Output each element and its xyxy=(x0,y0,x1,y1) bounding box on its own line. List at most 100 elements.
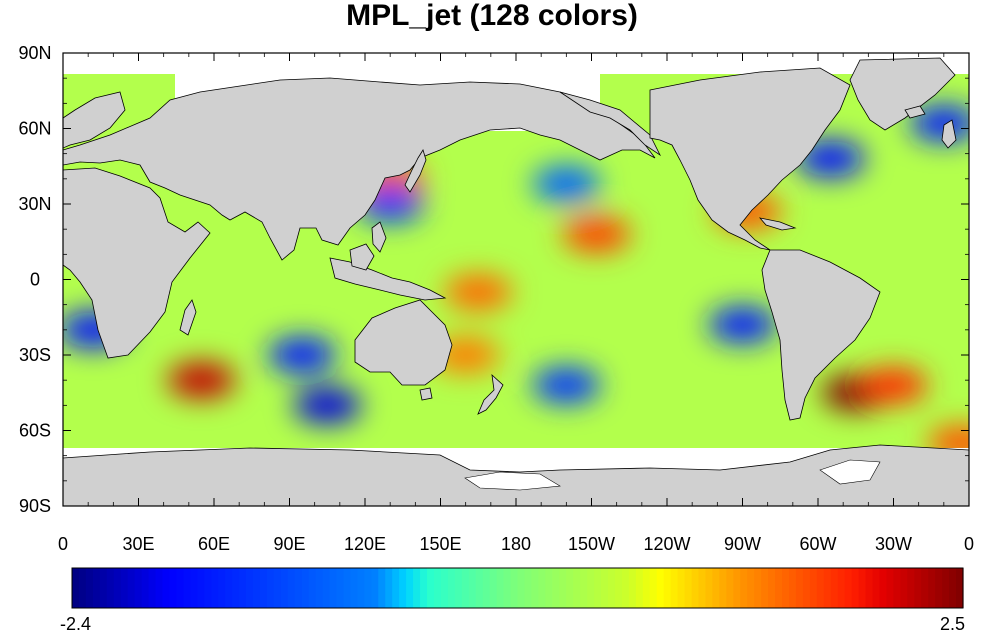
anomaly-blob-17 xyxy=(532,165,601,202)
y-tick-label: 60S xyxy=(19,421,51,441)
colorbar-level xyxy=(197,568,205,608)
colorbar-level xyxy=(580,568,588,608)
colorbar-level xyxy=(684,568,693,608)
x-tick-label: 0 xyxy=(58,534,68,554)
land-africa xyxy=(63,167,211,359)
colorbar-level xyxy=(865,568,874,608)
colorbar-level xyxy=(545,568,553,608)
colorbar-level xyxy=(809,568,818,608)
colorbar-level xyxy=(510,568,519,608)
colorbar-level xyxy=(176,568,184,608)
colorbar-level xyxy=(399,568,407,608)
land-greenland xyxy=(849,57,956,131)
colorbar-level xyxy=(78,568,87,608)
colorbar-level xyxy=(385,568,393,608)
colorbar-level xyxy=(113,568,122,608)
map-title: MPL_jet (128 colors) xyxy=(346,0,638,32)
colorbar-level xyxy=(127,568,136,608)
x-tick-label: 30E xyxy=(122,534,154,554)
colorbar-level xyxy=(371,568,379,608)
land-scandinavia xyxy=(63,91,126,149)
land-new-zealand xyxy=(477,373,504,415)
colorbar-level xyxy=(273,568,282,608)
colorbar-level xyxy=(406,568,414,608)
colorbar-level xyxy=(607,568,616,608)
colorbar-level xyxy=(956,568,964,608)
x-tick-label: 120E xyxy=(344,534,386,554)
colorbar-level xyxy=(475,568,484,608)
colorbar-level xyxy=(538,568,546,608)
anomaly-blob-0 xyxy=(167,362,236,399)
colorbar-level xyxy=(837,568,846,608)
colorbar-level xyxy=(872,568,881,608)
colorbar-level xyxy=(747,568,755,608)
colorbar-level xyxy=(378,568,386,608)
colorbar-level xyxy=(663,568,672,608)
land-indonesia xyxy=(329,257,447,301)
colorbar-level xyxy=(816,568,825,608)
x-tick-label: 90W xyxy=(724,534,761,554)
colorbar-level xyxy=(712,568,720,608)
colorbar-level xyxy=(677,568,686,608)
colorbar-level xyxy=(907,568,915,608)
colorbar-level xyxy=(517,568,526,608)
colorbar-level xyxy=(315,568,324,608)
colorbar-level xyxy=(343,568,352,608)
anomaly-blob-4 xyxy=(444,274,513,311)
map-plot-area xyxy=(63,53,969,506)
colorbar-level xyxy=(524,568,533,608)
colorbar-level xyxy=(266,568,275,608)
colorbar-level xyxy=(392,568,400,608)
colorbar-level xyxy=(218,568,226,608)
colorbar-level xyxy=(851,568,860,608)
colorbar-level xyxy=(775,568,783,608)
colorbar-level xyxy=(754,568,762,608)
colorbar-level xyxy=(614,568,623,608)
colorbar-level xyxy=(364,568,372,608)
colorbar-level xyxy=(782,568,790,608)
land-north-america xyxy=(649,67,851,251)
colorbar-level xyxy=(322,568,331,608)
colorbar-level xyxy=(879,568,888,608)
colorbar-level xyxy=(280,568,289,608)
colorbar-level xyxy=(698,568,707,608)
colorbar-level xyxy=(761,568,769,608)
colorbar-level xyxy=(823,568,832,608)
y-tick-label: 30S xyxy=(19,345,51,365)
colorbar-level xyxy=(531,568,539,608)
colorbar-level xyxy=(656,568,665,608)
colorbar-level xyxy=(447,568,456,608)
colorbar-level xyxy=(900,568,908,608)
colorbar-level xyxy=(169,568,178,608)
colorbar-level xyxy=(420,568,428,608)
colorbar-max-label: 2.5 xyxy=(940,614,966,634)
y-tick-label: 90N xyxy=(18,43,51,63)
land-tasmania xyxy=(419,387,433,401)
anomaly-blob-12 xyxy=(532,367,601,404)
colorbar-level xyxy=(148,568,157,608)
colorbar-level xyxy=(308,568,317,608)
anomaly-blob-14 xyxy=(796,140,865,177)
map-axes: 0 30E 60E 90E 120E 150E 180 150W 120W 90W 60W 30W 09… xyxy=(18,43,974,554)
colorbar-level xyxy=(120,568,129,608)
colorbar-level xyxy=(858,568,867,608)
x-tick-label: 30W xyxy=(875,534,912,554)
x-tick-label: 60W xyxy=(799,534,836,554)
colorbar-level xyxy=(642,568,651,608)
colorbar-level xyxy=(740,568,748,608)
colorbar-level xyxy=(935,568,943,608)
colorbar-level xyxy=(795,568,804,608)
colorbar-level xyxy=(287,568,296,608)
x-tick-label: 0 xyxy=(964,534,974,554)
colorbar-level xyxy=(559,568,567,608)
x-tick-label: 120W xyxy=(643,534,690,554)
colorbar-level xyxy=(106,568,115,608)
colorbar-level xyxy=(427,568,435,608)
colorbar-level xyxy=(252,568,261,608)
y-tick-label: 0 xyxy=(30,270,40,290)
land-iceland xyxy=(904,105,926,119)
y-tick-label: 30N xyxy=(18,194,51,214)
colorbar-level xyxy=(726,568,734,608)
ice-shelf-2 xyxy=(819,459,881,485)
